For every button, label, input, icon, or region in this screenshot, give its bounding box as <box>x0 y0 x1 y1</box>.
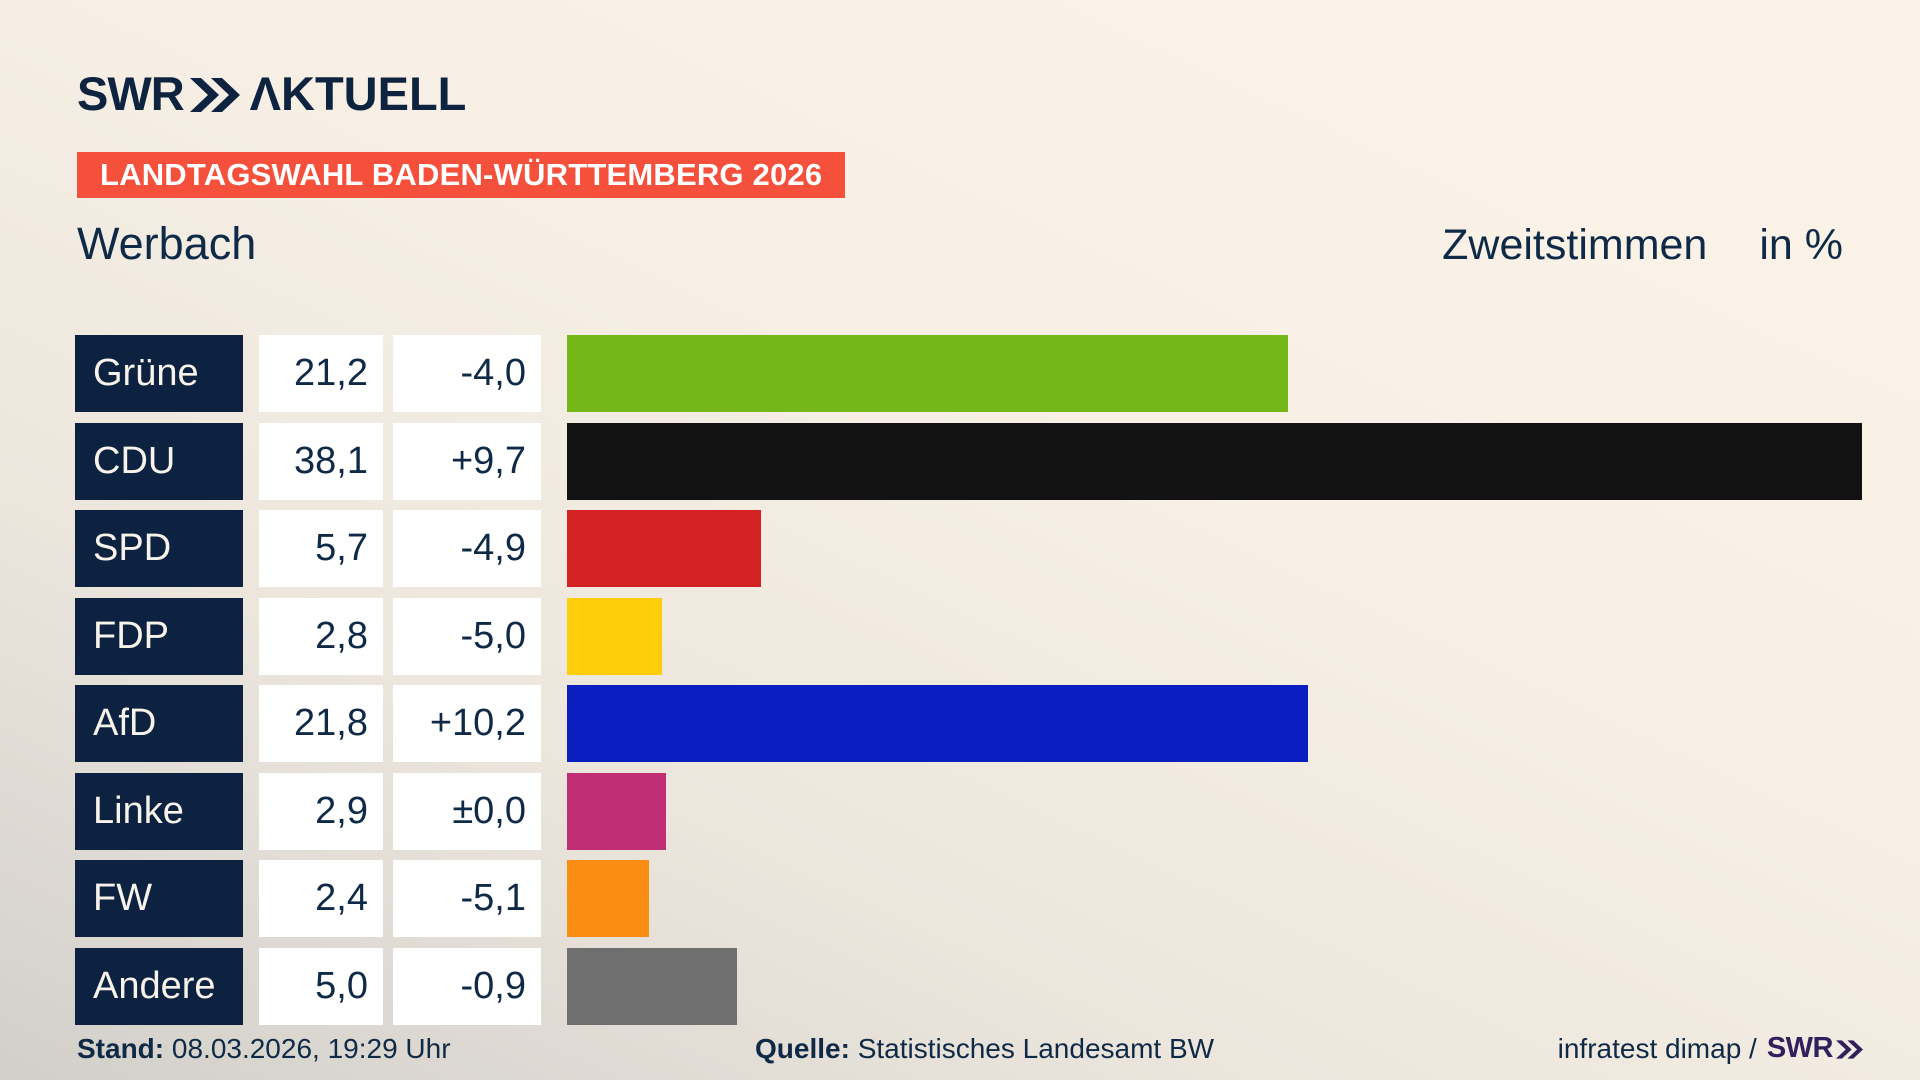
double-chevron-icon <box>1836 1040 1863 1059</box>
party-label: CDU <box>75 422 243 500</box>
party-value: 2,9 <box>259 772 383 850</box>
party-change: -5,0 <box>393 597 541 675</box>
bar-area <box>567 947 1920 1025</box>
stand-label: Stand: <box>77 1032 165 1064</box>
party-value: 21,8 <box>259 685 383 762</box>
party-label: FW <box>75 860 243 937</box>
party-change: ±0,0 <box>393 772 541 850</box>
party-value: 5,7 <box>259 510 383 587</box>
party-bar <box>567 335 1288 412</box>
party-bar <box>567 947 737 1025</box>
party-change: -4,9 <box>393 510 541 587</box>
logo-swr-text: SWR <box>77 67 185 120</box>
party-label: FDP <box>75 597 243 675</box>
result-row: AfD 21,8 +10,2 <box>75 685 1920 762</box>
party-change: -5,1 <box>393 860 541 937</box>
party-value: 38,1 <box>259 422 383 500</box>
result-row: Grüne 21,2 -4,0 <box>75 335 1920 412</box>
election-banner: LANDTAGSWAHL BADEN-WÜRTTEMBERG 2026 <box>77 152 846 198</box>
source-value: Statistisches Landesamt BW <box>857 1032 1215 1064</box>
bar-area <box>567 685 1920 762</box>
credit-text: infratest dimap / <box>1557 1032 1757 1064</box>
footer: Stand: 08.03.2026, 19:29 Uhr Quelle: Sta… <box>77 1032 1863 1065</box>
results-chart: Grüne 21,2 -4,0 CDU 38,1 +9,7 SPD 5,7 -4… <box>75 335 1920 1025</box>
double-chevron-icon <box>189 77 240 112</box>
party-value: 5,0 <box>259 947 383 1025</box>
subtitle: Zweitstimmen in % <box>1442 221 1843 270</box>
party-bar <box>567 510 761 587</box>
party-label: Andere <box>75 947 243 1025</box>
party-label: AfD <box>75 685 243 762</box>
bar-area <box>567 510 1920 587</box>
party-label: SPD <box>75 510 243 587</box>
party-bar <box>567 597 663 675</box>
party-change: +9,7 <box>393 422 541 500</box>
result-row: Andere 5,0 -0,9 <box>75 947 1920 1025</box>
bar-area <box>567 335 1920 412</box>
party-bar <box>567 772 666 850</box>
logo-aktuell-text: ΛKTUELL <box>249 67 467 120</box>
bar-area <box>567 422 1920 500</box>
result-row: SPD 5,7 -4,9 <box>75 510 1920 587</box>
result-row: FW 2,4 -5,1 <box>75 860 1920 937</box>
page-title: Werbach <box>77 218 257 269</box>
stand-value: 08.03.2026, 19:29 Uhr <box>171 1032 451 1064</box>
subtitle-unit: in % <box>1759 221 1843 269</box>
party-value: 2,4 <box>259 860 383 937</box>
election-banner-label: LANDTAGSWAHL BADEN-WÜRTTEMBERG 2026 <box>100 157 823 192</box>
bar-area <box>567 597 1920 675</box>
party-label: Linke <box>75 772 243 850</box>
party-label: Grüne <box>75 335 243 412</box>
result-row: CDU 38,1 +9,7 <box>75 422 1920 500</box>
source-info: Quelle: Statistisches Landesamt BW <box>755 1033 1558 1065</box>
result-row: FDP 2,8 -5,0 <box>75 597 1920 675</box>
result-row: Linke 2,9 ±0,0 <box>75 772 1920 850</box>
credit-info: infratest dimap / SWR <box>1558 1032 1863 1065</box>
party-change: -4,0 <box>393 335 541 412</box>
stand-info: Stand: 08.03.2026, 19:29 Uhr <box>77 1033 755 1065</box>
subtitle-vote-type: Zweitstimmen <box>1442 221 1708 269</box>
swr-aktuell-logo: SWR ΛKTUELL <box>77 66 466 121</box>
bar-area <box>567 772 1920 850</box>
party-change: +10,2 <box>393 685 541 762</box>
credit-swr-logo: SWR <box>1767 1032 1863 1065</box>
party-bar <box>567 422 1863 500</box>
bar-area <box>567 860 1920 937</box>
party-bar <box>567 685 1309 762</box>
party-change: -0,9 <box>393 947 541 1025</box>
source-label: Quelle: <box>755 1032 850 1064</box>
party-value: 2,8 <box>259 597 383 675</box>
party-bar <box>567 860 649 937</box>
party-value: 21,2 <box>259 335 383 412</box>
